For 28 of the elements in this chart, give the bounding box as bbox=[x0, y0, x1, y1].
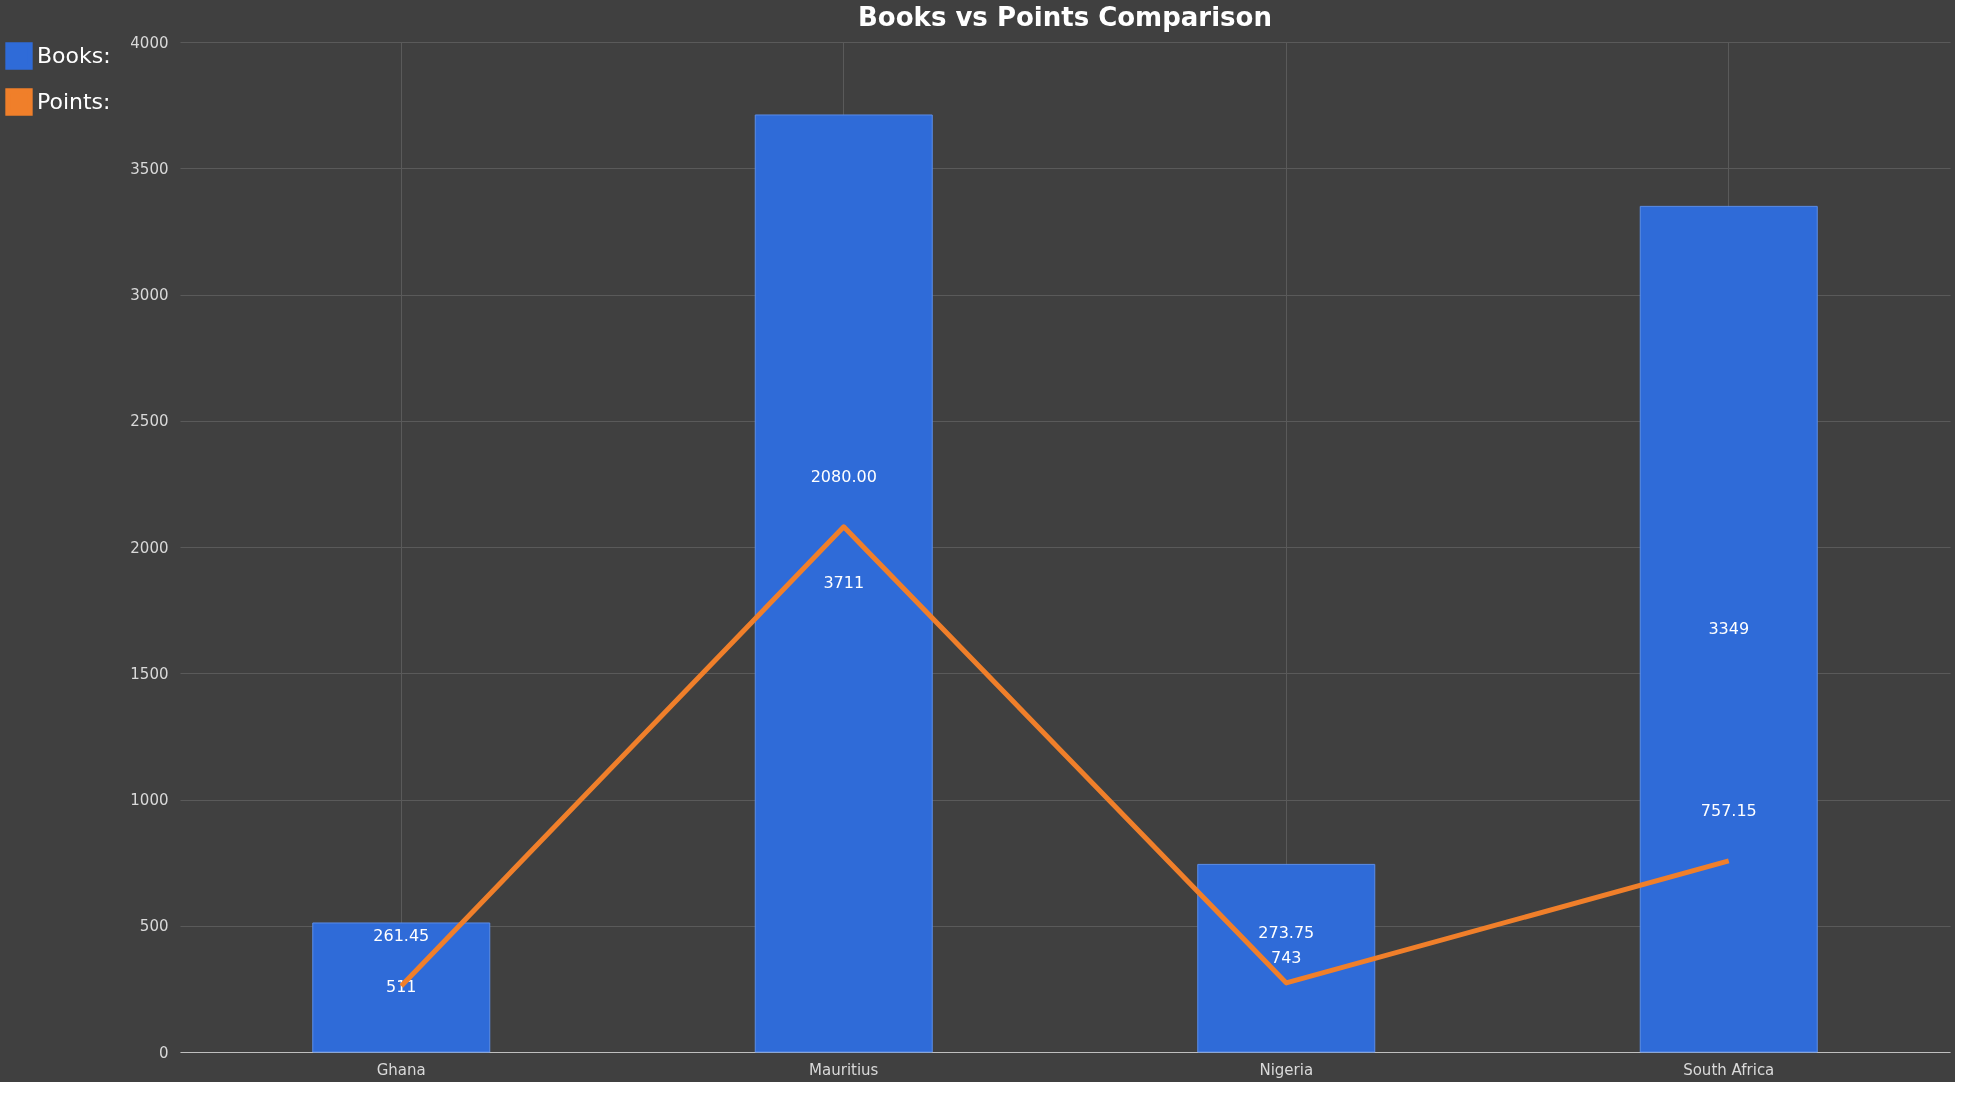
data-label: 3711 bbox=[823, 573, 865, 593]
y-tick-label: 2000 bbox=[130, 538, 169, 557]
x-tick-label: Ghana bbox=[376, 1060, 426, 1079]
y-tick-label: 1500 bbox=[130, 664, 169, 683]
y-tick-label: 500 bbox=[139, 917, 169, 936]
y-tick-label: 0 bbox=[158, 1043, 169, 1062]
bar bbox=[1639, 205, 1818, 1053]
data-label: 261.45 bbox=[373, 925, 430, 945]
y-tick-label: 2500 bbox=[130, 412, 169, 431]
data-label: 2080.00 bbox=[810, 466, 877, 486]
bar bbox=[312, 922, 491, 1053]
x-tick-label: South Africa bbox=[1683, 1060, 1775, 1079]
chart-title: Books vs Points Comparison bbox=[858, 2, 1272, 32]
bar bbox=[1197, 863, 1376, 1053]
data-label: 743 bbox=[1270, 948, 1302, 968]
y-tick-label: 4000 bbox=[130, 33, 169, 52]
x-tick-label: Mauritius bbox=[809, 1060, 879, 1079]
y-tick-label: 1000 bbox=[130, 791, 169, 809]
y-tick-label: 3500 bbox=[130, 159, 169, 178]
data-label: 3349 bbox=[1708, 619, 1750, 639]
bar bbox=[754, 114, 933, 1053]
x-tick-label: Nigeria bbox=[1259, 1060, 1314, 1079]
data-label: 273.75 bbox=[1258, 922, 1315, 942]
legend-label: Books: bbox=[37, 43, 111, 68]
data-label: 757.15 bbox=[1700, 800, 1757, 820]
legend-label: Points: bbox=[37, 89, 111, 114]
data-label: 511 bbox=[385, 977, 417, 997]
y-tick-label: 3000 bbox=[130, 286, 169, 304]
